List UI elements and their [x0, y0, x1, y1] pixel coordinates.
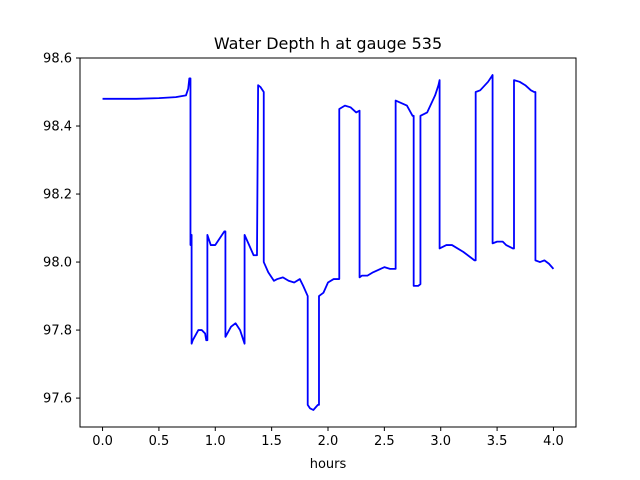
y-tick-label: 98.2 — [43, 188, 72, 203]
x-tick-label: 3.0 — [430, 434, 451, 449]
y-tick-label: 98.6 — [43, 52, 72, 67]
plot-area — [102, 74, 555, 411]
y-axis: 97.6 97.8 98.0 98.2 98.4 98.6 — [43, 52, 80, 407]
x-tick-label: 4.0 — [543, 434, 564, 449]
y-tick-label: 98.0 — [43, 256, 72, 271]
y-tick-label: 97.8 — [43, 324, 72, 339]
x-tick-label: 1.5 — [261, 434, 282, 449]
x-tick-label: 1.0 — [205, 434, 226, 449]
x-tick-label: 2.0 — [318, 434, 339, 449]
y-tick-label: 98.4 — [43, 120, 72, 135]
x-axis-label: hours — [310, 457, 347, 472]
series-line-0 — [102, 74, 555, 411]
x-tick-label: 0.5 — [149, 434, 170, 449]
x-tick-label: 3.5 — [487, 434, 508, 449]
y-tick-label: 97.6 — [43, 392, 72, 407]
x-axis: 0.0 0.5 1.0 1.5 2.0 2.5 3.0 3.5 4.0 — [92, 427, 564, 449]
x-tick-label: 0.0 — [92, 434, 113, 449]
chart-title: Water Depth h at gauge 535 — [214, 34, 442, 53]
x-tick-label: 2.5 — [374, 434, 395, 449]
